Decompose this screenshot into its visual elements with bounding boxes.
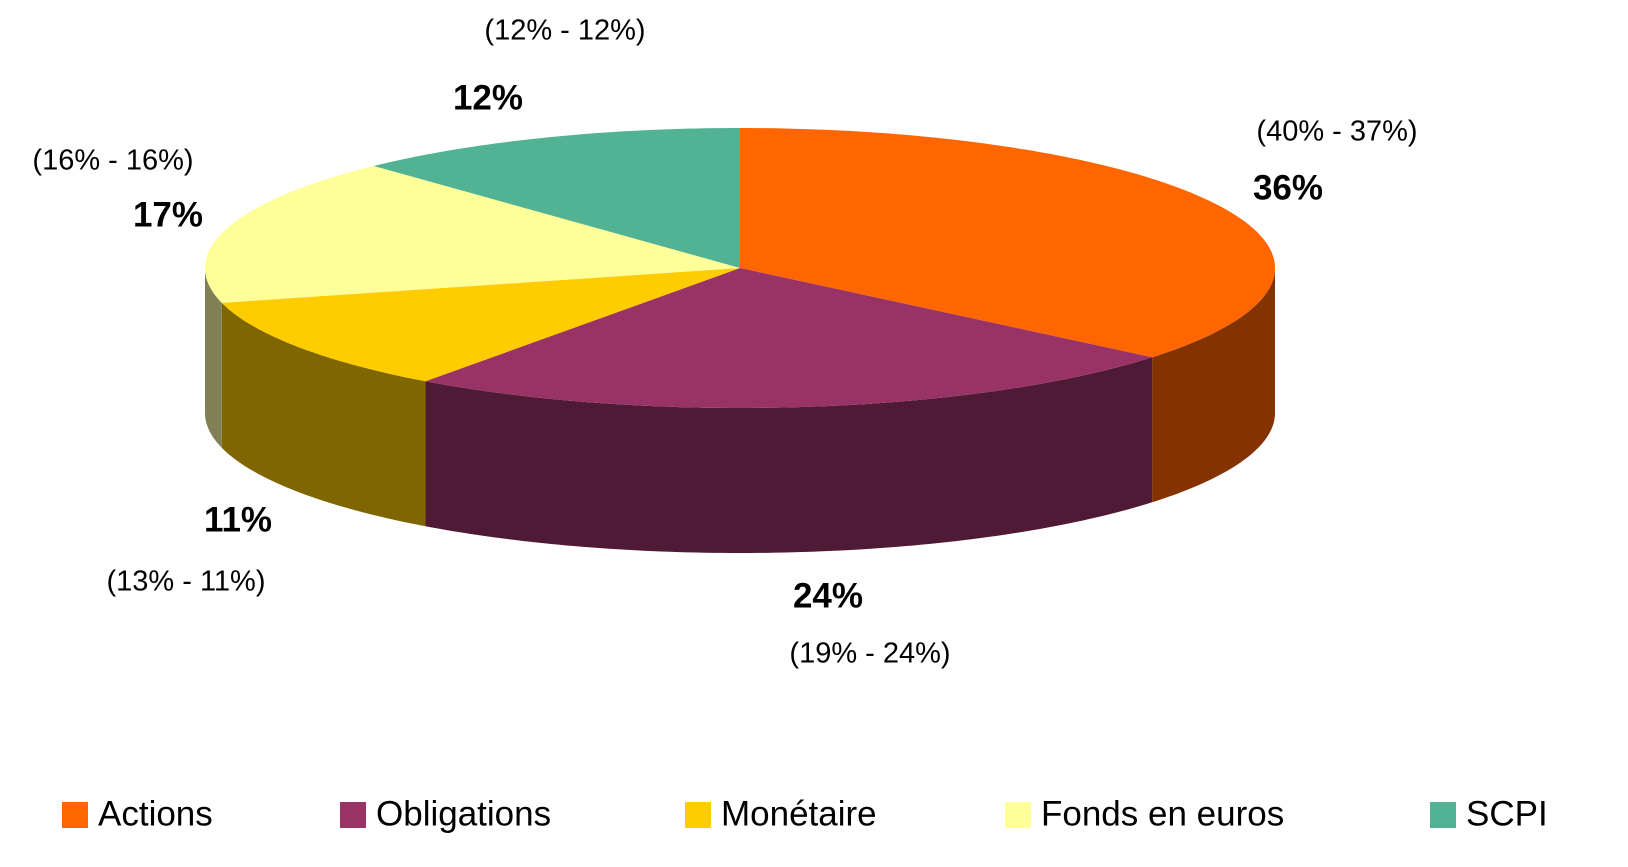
range-label: (40% - 37%) xyxy=(1256,116,1417,148)
legend-label: Monétaire xyxy=(721,794,877,833)
slice-side xyxy=(425,357,1153,553)
legend-swatch xyxy=(62,802,88,828)
slice xyxy=(373,128,740,268)
range-label: (13% - 11%) xyxy=(106,566,265,598)
value-label: 24% xyxy=(793,576,863,615)
legend-label: Fonds en euros xyxy=(1041,794,1284,833)
value-label: 17% xyxy=(133,195,203,234)
legend-label: Actions xyxy=(98,794,213,833)
value-label: 36% xyxy=(1253,168,1323,207)
slice-side xyxy=(221,302,426,527)
range-label: (16% - 16%) xyxy=(32,145,193,177)
value-label: 12% xyxy=(453,78,523,117)
value-label: 11% xyxy=(204,500,272,539)
legend-swatch xyxy=(1430,802,1456,828)
range-label: (12% - 12%) xyxy=(484,15,645,47)
slice xyxy=(425,268,1153,408)
slice xyxy=(205,165,741,303)
legend-swatch xyxy=(685,802,711,828)
legend-label: Obligations xyxy=(376,794,551,833)
legend-swatch xyxy=(1005,802,1031,828)
legend-swatch xyxy=(340,802,366,828)
slice xyxy=(221,268,741,382)
slice-side xyxy=(1152,268,1275,503)
range-label: (19% - 24%) xyxy=(789,638,950,670)
legend-label: SCPI xyxy=(1466,794,1548,833)
slice-side xyxy=(205,268,222,448)
slice xyxy=(740,128,1275,358)
